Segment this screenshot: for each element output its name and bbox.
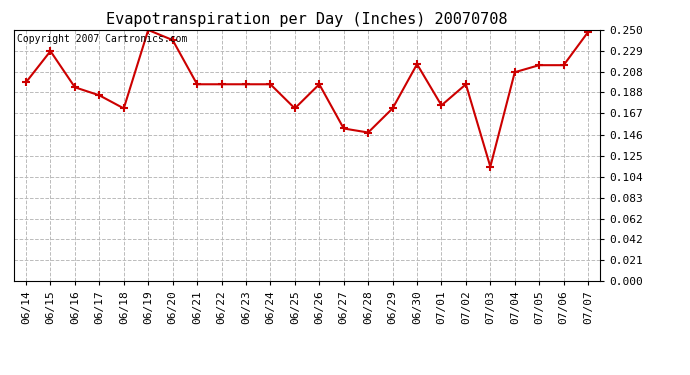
- Title: Evapotranspiration per Day (Inches) 20070708: Evapotranspiration per Day (Inches) 2007…: [106, 12, 508, 27]
- Text: Copyright 2007 Cartronics.com: Copyright 2007 Cartronics.com: [17, 34, 187, 44]
